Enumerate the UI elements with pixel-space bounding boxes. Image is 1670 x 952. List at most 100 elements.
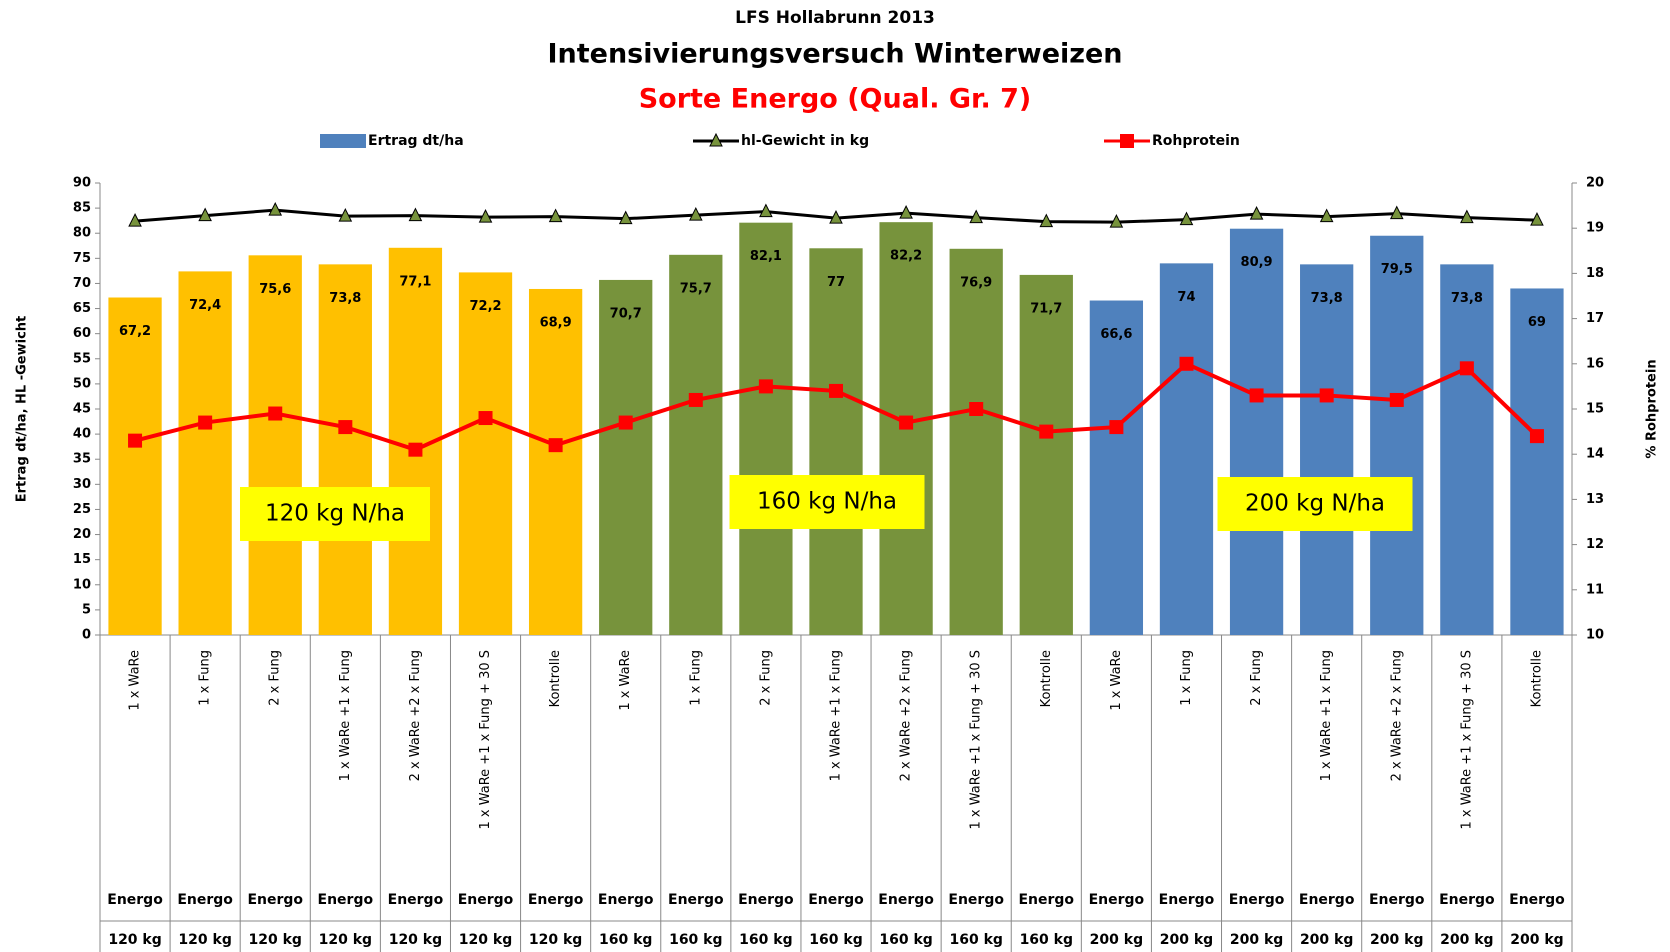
- marker: [618, 415, 633, 430]
- data-label: 79,5: [1381, 262, 1413, 277]
- variety-label: Energo: [668, 892, 724, 908]
- marker: [899, 415, 914, 430]
- marker: [198, 207, 212, 222]
- x-tick-label: 1 x WaRe: [128, 650, 143, 711]
- nitrogen-label: 200 kg: [1440, 932, 1493, 948]
- variety-label: Energo: [177, 892, 233, 908]
- marker: [1179, 356, 1194, 371]
- y-tick-label: 80: [73, 226, 91, 241]
- marker: [198, 415, 213, 430]
- data-label: 74: [1177, 290, 1195, 305]
- y-tick-label: 15: [73, 552, 91, 567]
- marker: [688, 392, 703, 407]
- marker: [1319, 208, 1334, 223]
- marker: [1389, 205, 1404, 220]
- variety-label: Energo: [458, 892, 514, 908]
- x-tick-label: 2 x WaRe +2 x Fung: [1389, 650, 1404, 781]
- x-tick-label: 1 x Fung: [1179, 650, 1194, 706]
- variety-label: Energo: [1299, 892, 1355, 908]
- marker: [128, 213, 142, 227]
- marker: [618, 210, 633, 225]
- marker: [128, 433, 143, 448]
- annotation-box: [1217, 477, 1413, 531]
- marker: [338, 420, 353, 435]
- marker: [969, 209, 983, 224]
- x-tick-label: 1 x Fung: [688, 650, 703, 706]
- annotation: 120 kg N/ha: [265, 501, 405, 527]
- variety-label: Energo: [528, 892, 584, 908]
- chart-subtitle: Sorte Energo (Qual. Gr. 7): [639, 84, 1032, 115]
- legend-marker: [709, 132, 723, 147]
- marker: [1459, 361, 1474, 376]
- marker: [1039, 213, 1054, 228]
- bar: [1510, 288, 1564, 635]
- x-tick-label: 1 x WaRe +1 x Fung + 30 S: [969, 650, 984, 830]
- bar: [458, 272, 513, 635]
- chart-title: LFS Hollabrunn 2013: [735, 8, 935, 28]
- data-label: 73,8: [1451, 291, 1483, 306]
- data-label: 77: [827, 275, 845, 290]
- x-tick-label: 1 x WaRe +1 x Fung + 30 S: [478, 650, 493, 830]
- data-label: 72,4: [189, 298, 221, 313]
- y-tick-label: 50: [73, 376, 91, 391]
- x-tick-label: 1 x WaRe +1 x Fung + 30 S: [1459, 650, 1474, 830]
- variety-label: Energo: [1089, 892, 1145, 908]
- marker: [268, 406, 283, 421]
- y2-tick-label: 16: [1586, 356, 1604, 371]
- data-label: 67,2: [119, 324, 151, 339]
- bar: [108, 297, 162, 635]
- x-tick-label: 1 x Fung: [198, 650, 213, 706]
- bar: [1370, 235, 1424, 635]
- bar: [318, 264, 372, 635]
- y2-axis-label: % Rohprotein: [1645, 359, 1660, 458]
- y-tick-label: 65: [73, 301, 91, 316]
- bar: [809, 248, 863, 636]
- x-tick-label: Kontrolle: [548, 650, 563, 707]
- marker: [829, 383, 843, 398]
- nitrogen-label: 120 kg: [319, 932, 372, 948]
- nitrogen-label: 160 kg: [1020, 932, 1073, 948]
- y-tick-label: 45: [73, 402, 91, 417]
- y-tick-label: 35: [73, 452, 91, 467]
- data-label: 69: [1528, 315, 1546, 330]
- marker: [759, 203, 773, 218]
- bar: [1440, 264, 1494, 635]
- marker: [1179, 211, 1194, 226]
- y2-tick-label: 20: [1586, 176, 1604, 191]
- variety-label: Energo: [878, 892, 934, 908]
- legend-marker: [1120, 134, 1134, 148]
- bar: [599, 279, 653, 635]
- nitrogen-label: 160 kg: [669, 932, 722, 948]
- legend-label: Rohprotein: [1152, 133, 1240, 149]
- variety-label: Energo: [598, 892, 654, 908]
- variety-label: Energo: [738, 892, 794, 908]
- nitrogen-label: 120 kg: [108, 932, 161, 948]
- bar: [739, 222, 793, 636]
- nitrogen-label: 160 kg: [739, 932, 792, 948]
- data-label: 75,7: [680, 281, 712, 296]
- variety-label: Energo: [388, 892, 444, 908]
- x-tick-label: 2 x Fung: [1249, 650, 1264, 706]
- variety-label: Energo: [107, 892, 163, 908]
- nitrogen-label: 120 kg: [529, 932, 582, 948]
- marker: [1249, 388, 1264, 403]
- nitrogen-label: 160 kg: [879, 932, 932, 948]
- nitrogen-label: 160 kg: [599, 932, 652, 948]
- variety-label: Energo: [808, 892, 864, 908]
- marker: [268, 202, 283, 216]
- data-label: 82,2: [890, 249, 922, 264]
- marker: [829, 210, 843, 224]
- x-tick-label: 2 x WaRe +2 x Fung: [899, 650, 914, 781]
- y-tick-label: 10: [73, 577, 91, 592]
- data-label: 80,9: [1241, 255, 1273, 270]
- x-tick-label: Kontrolle: [1039, 650, 1054, 707]
- y-tick-label: 60: [73, 326, 91, 341]
- data-label: 82,1: [750, 249, 782, 264]
- y-axis-label: Ertrag dt/ha, HL -Gewicht: [15, 316, 30, 503]
- y-tick-label: 70: [73, 276, 91, 291]
- marker: [408, 442, 423, 457]
- nitrogen-label: 120 kg: [389, 932, 442, 948]
- marker: [969, 402, 984, 416]
- x-tick-label: 1 x WaRe +1 x Fung: [1319, 650, 1334, 781]
- bar: [1300, 264, 1354, 635]
